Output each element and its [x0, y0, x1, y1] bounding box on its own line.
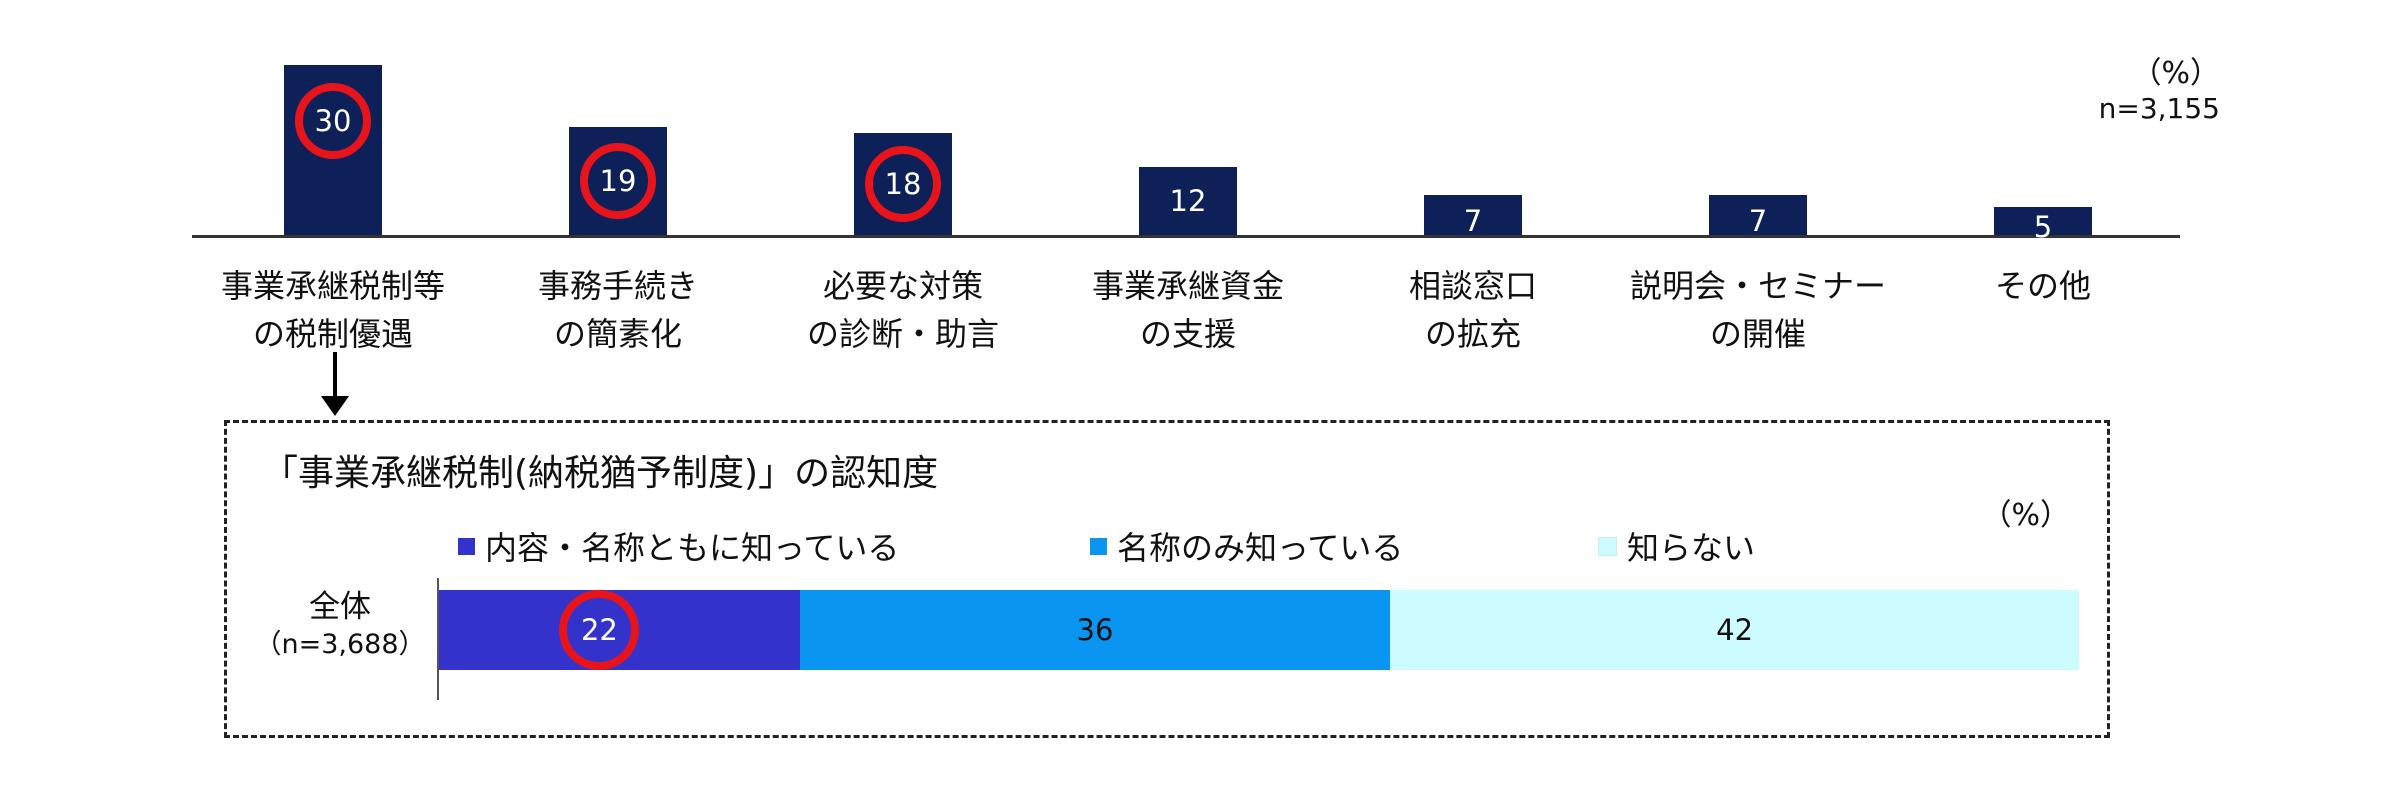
bar-4: [1424, 195, 1522, 235]
category-label-2-0: 必要な対策: [822, 267, 983, 305]
bar-value-3: 12: [1169, 184, 1207, 218]
highlight-circle-2: [865, 146, 941, 222]
category-label-3-1: の支援: [1139, 315, 1236, 353]
bar-6: [1994, 206, 2092, 235]
category-label-5-1: の開催: [1709, 315, 1806, 353]
awareness-title: 「事業承継税制(納税猶予制度)」の認知度: [262, 453, 939, 494]
category-label-0-1: の税制優遇: [252, 315, 413, 353]
bar-value-4: 7: [1463, 204, 1483, 239]
bar-value-5: 7: [1748, 204, 1768, 239]
bar-chart-unit: （%）: [2131, 56, 2220, 91]
legend-label-full-knowledge: 内容・名称ともに知っている: [485, 529, 900, 567]
legend-item-unaware: 知らない: [1598, 528, 1755, 567]
stack-segment-1: [799, 590, 1391, 670]
stack-value-2: 42: [1716, 613, 1754, 647]
arrow-head-icon: [321, 396, 349, 416]
category-label-3-0: 事業承継資金: [1091, 267, 1284, 305]
legend-label-name-only: 名称のみ知っている: [1117, 529, 1404, 567]
category-label-4-1: の拡充: [1424, 315, 1521, 353]
category-label-1-0: 事務手続き: [537, 267, 698, 305]
row-label-total: 全体: [309, 589, 371, 625]
legend-swatch-name-only: [1090, 537, 1107, 555]
legend-swatch-unaware: [1598, 536, 1617, 556]
category-label-4-0: 相談窓口: [1408, 267, 1537, 305]
bar-5: [1709, 195, 1807, 235]
legend-item-name-only: 名称のみ知っている: [1090, 528, 1403, 567]
highlight-circle-0: [295, 83, 371, 159]
stack-axis: [437, 578, 439, 700]
category-label-2-1: の診断・助言: [806, 315, 999, 353]
awareness-panel: [224, 420, 2110, 738]
category-label-6-0: その他: [1994, 267, 2091, 305]
legend-swatch-full-knowledge: [458, 537, 475, 555]
stack-segment-2: [1390, 590, 2079, 670]
bar-value-6: 5: [2033, 209, 2053, 244]
bar-chart-n: n=3,155: [2098, 92, 2220, 125]
arrow-down-icon: [333, 352, 337, 400]
awareness-unit: （%）: [1981, 498, 2070, 533]
legend-label-unaware: 知らない: [1627, 529, 1756, 567]
bar-3: [1139, 167, 1237, 235]
highlight-circle-1: [580, 143, 656, 220]
bar-chart-baseline: [192, 235, 2180, 238]
category-label-0-0: 事業承継税制等: [220, 267, 445, 305]
category-label-1-1: の簡素化: [553, 315, 682, 353]
stack-highlight-circle-0: [559, 590, 640, 670]
stack-value-1: 36: [1076, 613, 1114, 647]
row-label-total-n: （n=3,688）: [254, 629, 426, 660]
legend-item-full-knowledge: 内容・名称ともに知っている: [458, 528, 899, 567]
category-label-5-0: 説明会・セミナー: [1629, 267, 1886, 305]
